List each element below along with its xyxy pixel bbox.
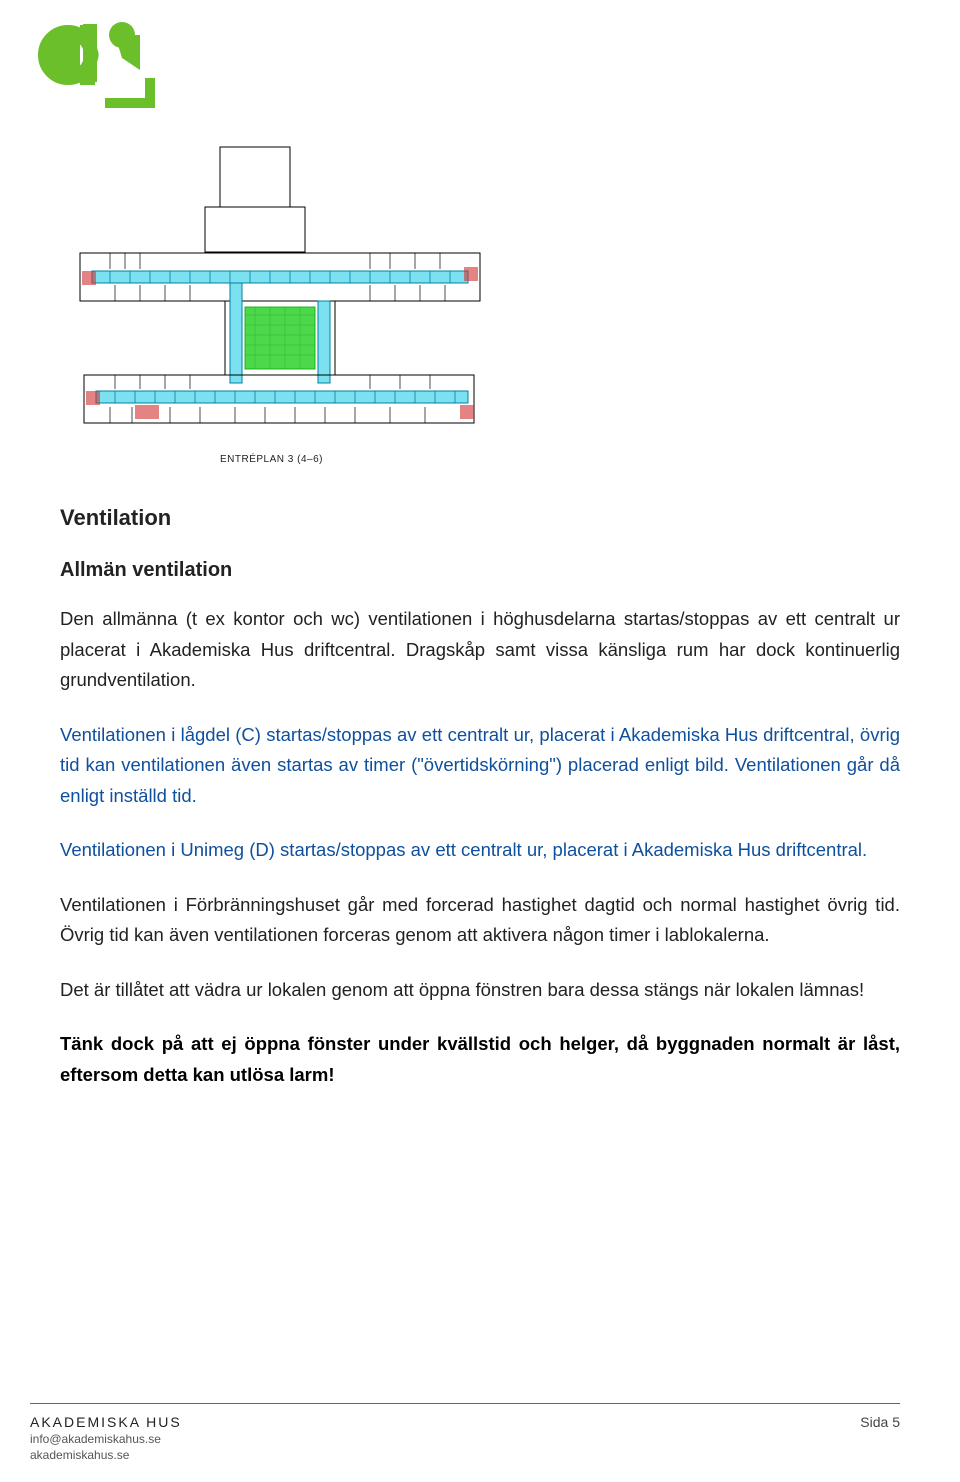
- floorplan-figure: ENTRÉPLAN 3 (4–6): [70, 145, 900, 465]
- section-heading: Ventilation: [60, 505, 900, 531]
- paragraph: Ventilationen i lågdel (C) startas/stopp…: [60, 720, 900, 812]
- floorplan-caption: ENTRÉPLAN 3 (4–6): [220, 454, 900, 465]
- paragraph: Ventilationen i Unimeg (D) startas/stopp…: [60, 835, 900, 866]
- paragraph-emphasis: Tänk dock på att ej öppna fönster under …: [60, 1029, 900, 1090]
- paragraph: Det är tillåtet att vädra ur lokalen gen…: [60, 975, 900, 1006]
- subsection-heading: Allmän ventilation: [60, 559, 900, 582]
- brand-logo: [30, 10, 900, 125]
- page-footer: AKADEMISKA HUS info@akademiskahus.se aka…: [30, 1403, 900, 1462]
- footer-web: akademiskahus.se: [30, 1448, 182, 1462]
- page-number: Sida 5: [860, 1414, 900, 1430]
- footer-brand: AKADEMISKA HUS: [30, 1414, 182, 1430]
- paragraph: Den allmänna (t ex kontor och wc) ventil…: [60, 604, 900, 696]
- paragraph: Ventilationen i Förbränningshuset går me…: [60, 890, 900, 951]
- footer-email: info@akademiskahus.se: [30, 1432, 182, 1446]
